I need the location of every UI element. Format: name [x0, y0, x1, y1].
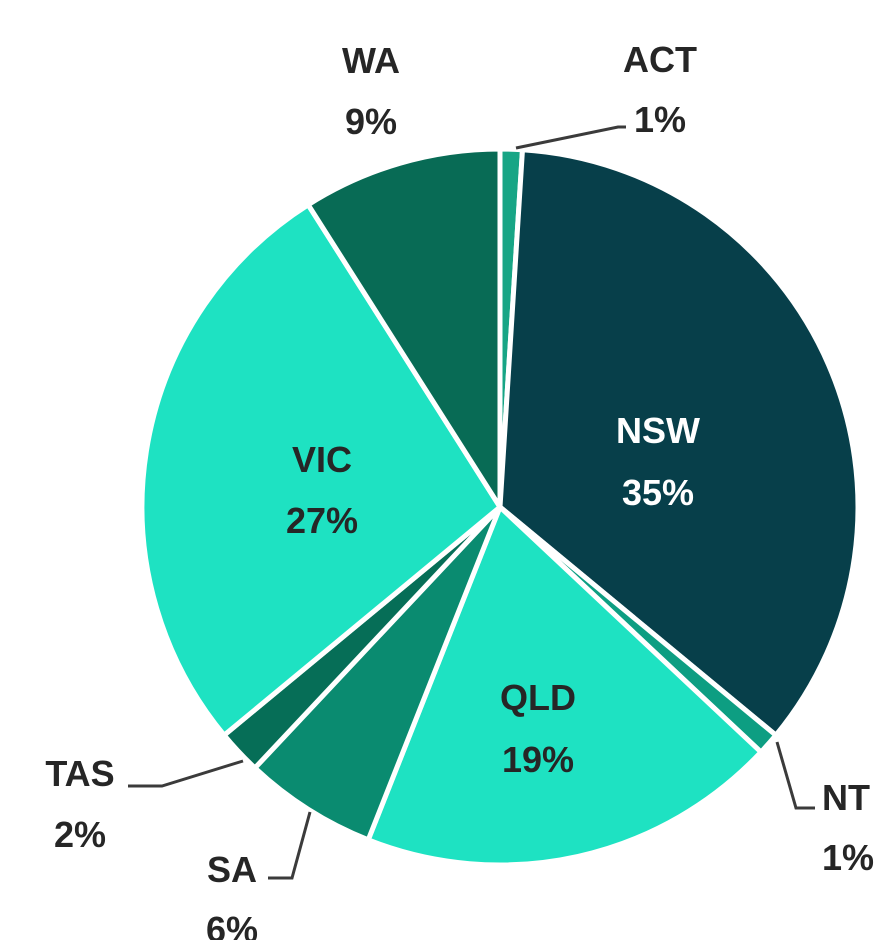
- slice-label-vic: VIC: [292, 439, 352, 480]
- slice-value-vic: 27%: [286, 500, 358, 541]
- pie-slice-sa: [252, 504, 503, 843]
- leader-line-act: [515, 125, 626, 150]
- slice-value-sa: 6%: [206, 909, 258, 940]
- slice-label-nsw: NSW: [616, 410, 700, 451]
- slice-label-act: ACT: [623, 39, 697, 80]
- pie-slice-nsw: [497, 147, 861, 738]
- slice-value-wa: 9%: [345, 101, 397, 142]
- leader-lines: [128, 125, 815, 880]
- slice-value-nsw: 35%: [622, 472, 694, 513]
- slice-value-tas: 2%: [54, 814, 106, 855]
- pie-slice-wa: [305, 146, 503, 510]
- leader-line-nt: [775, 741, 815, 810]
- slice-label-wa: WA: [342, 40, 400, 81]
- pie-slices: [139, 146, 861, 868]
- slice-labels: ACT 1% NSW 35% NT 1% QLD 19% SA 6% TAS 2% VIC 27% WA 9%: [45, 39, 874, 940]
- slice-value-nt: 1%: [822, 837, 874, 878]
- slice-label-tas: TAS: [45, 753, 114, 794]
- slice-label-nt: NT: [822, 777, 870, 818]
- slice-value-qld: 19%: [502, 739, 574, 780]
- slice-label-sa: SA: [207, 849, 257, 890]
- slice-value-act: 1%: [634, 99, 686, 140]
- slice-label-qld: QLD: [500, 677, 576, 718]
- leader-line-tas: [128, 759, 244, 788]
- pie-slice-vic: [139, 202, 503, 738]
- leader-line-sa: [268, 811, 312, 880]
